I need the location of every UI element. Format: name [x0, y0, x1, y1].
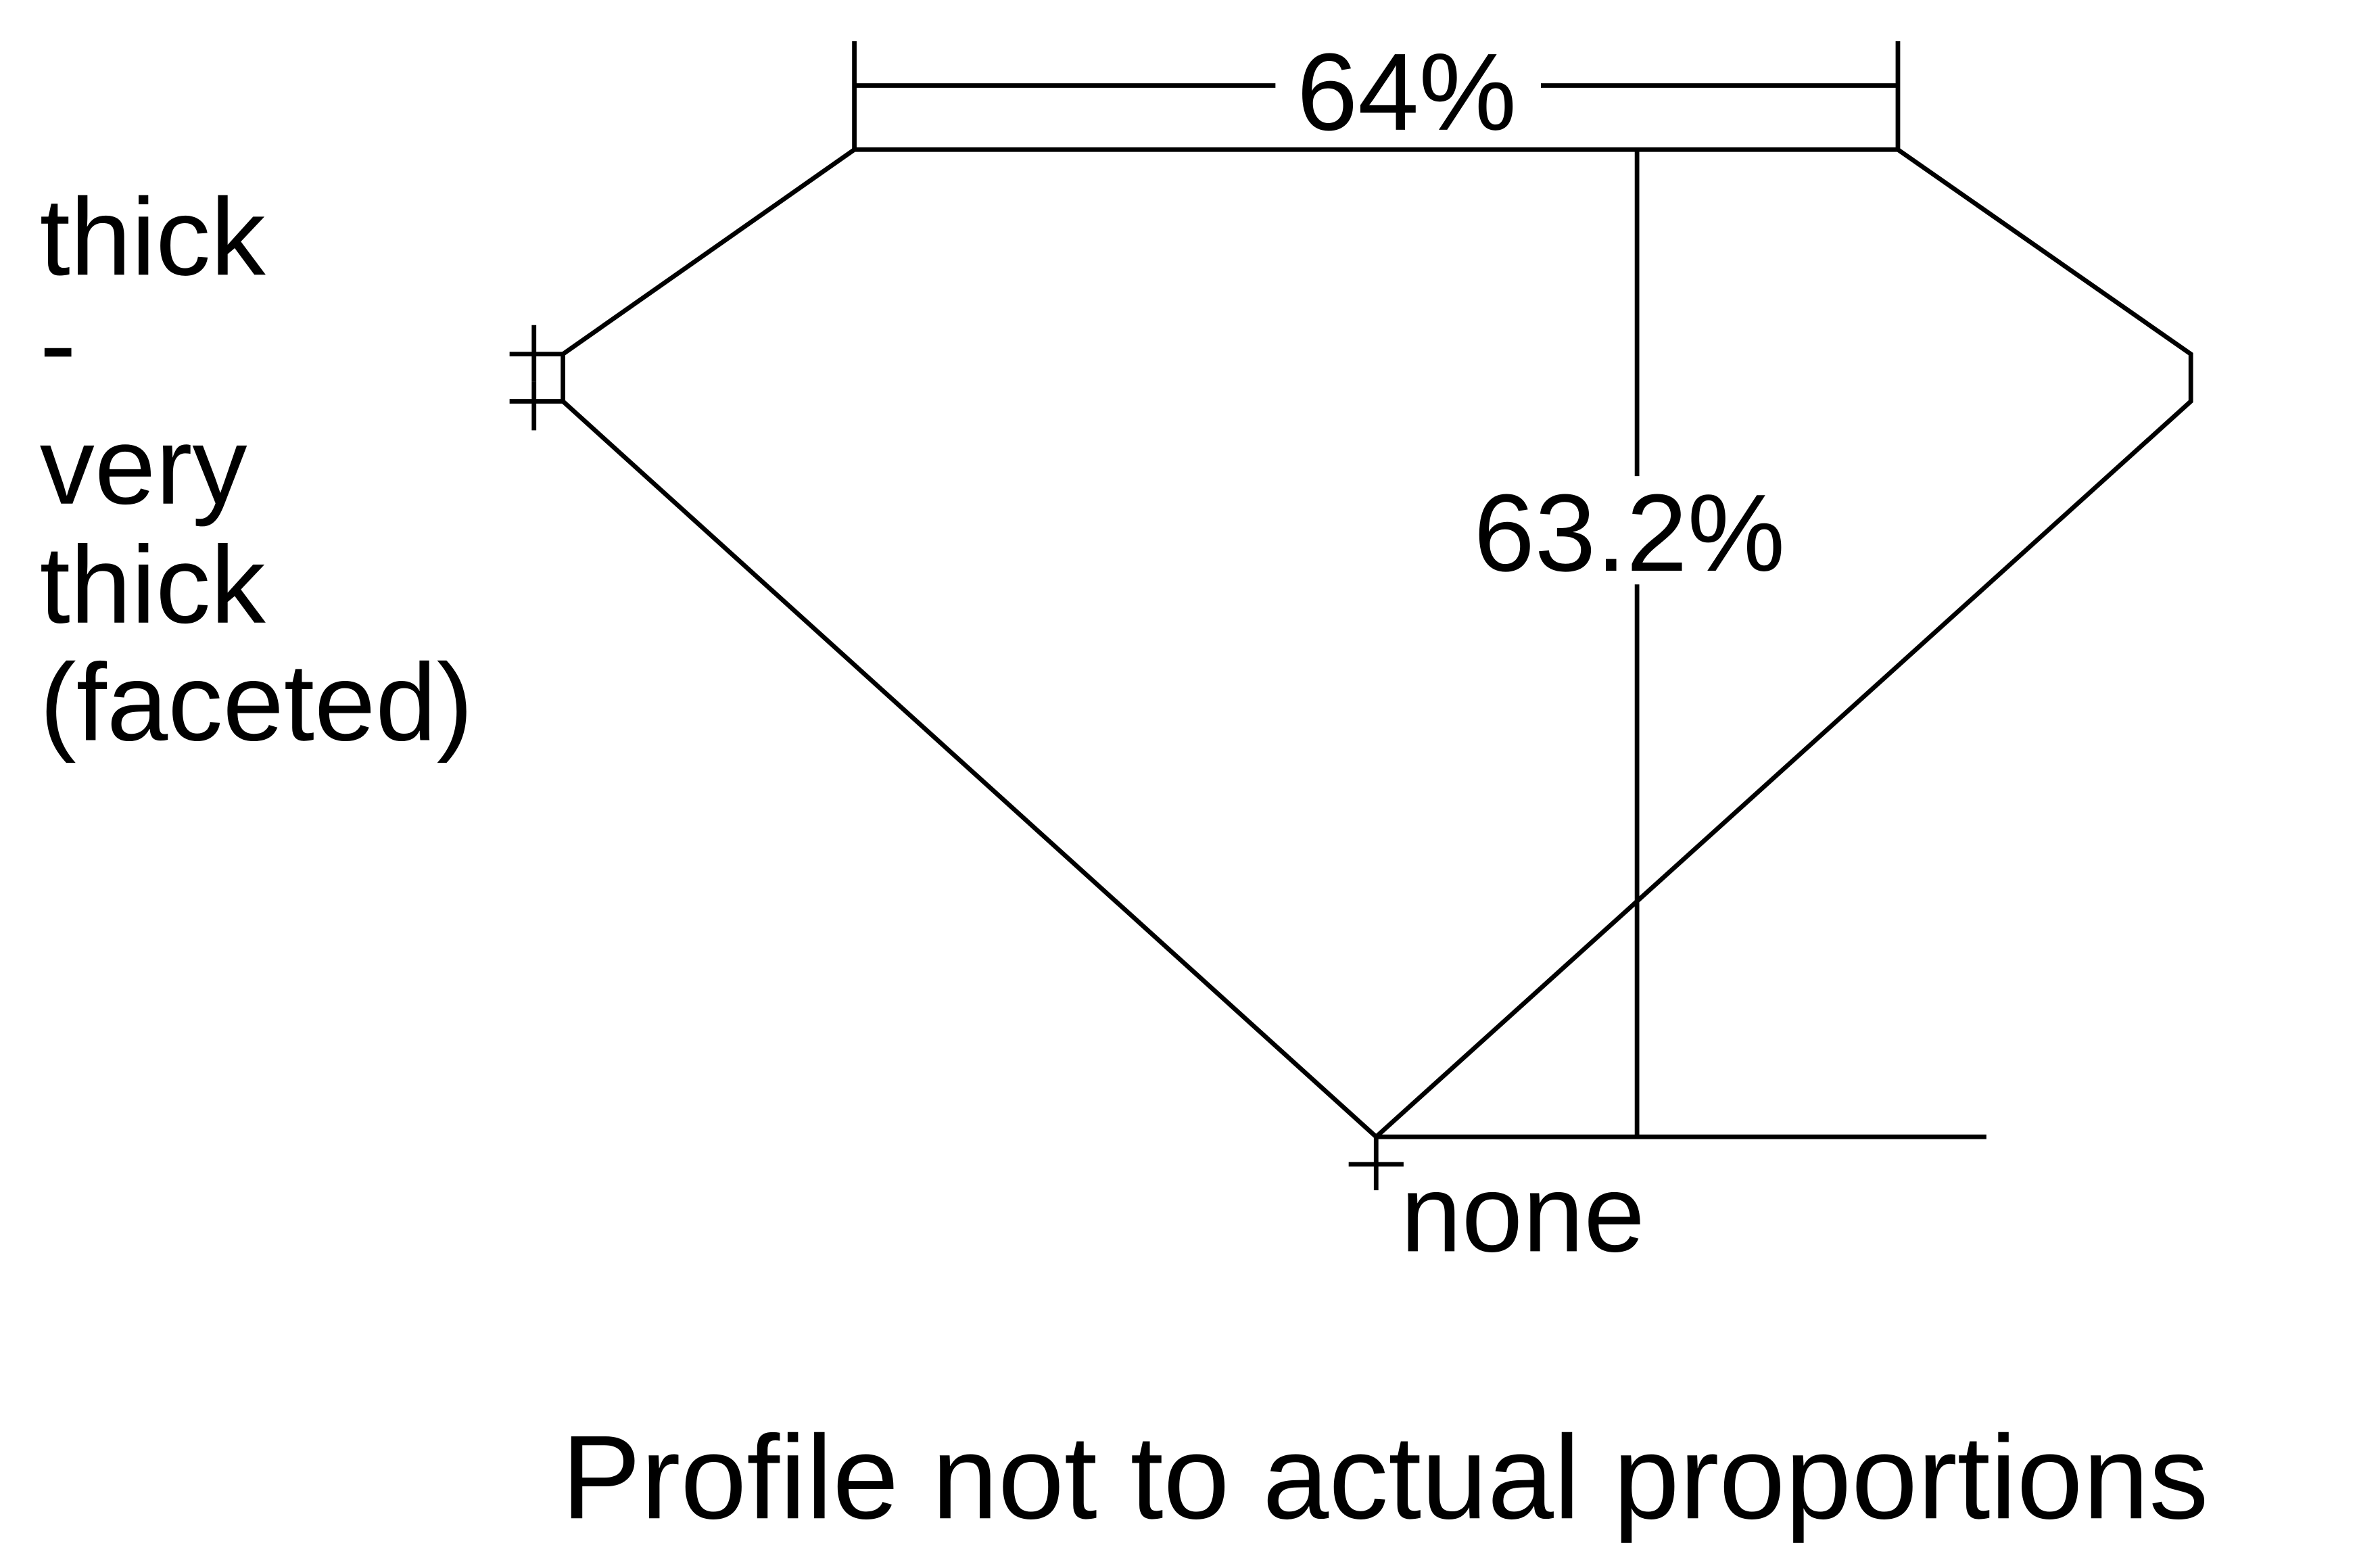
- girdle-label-line: (faceted): [40, 641, 473, 763]
- depth-percent-label: 63.2%: [1474, 472, 1786, 594]
- table-dimension: 64%: [852, 31, 1901, 154]
- girdle-label-line: very: [40, 405, 247, 527]
- culet-label: none: [1400, 1152, 1644, 1275]
- depth-dimension: 63.2%: [1376, 149, 1986, 1139]
- table-percent-label: 64%: [1297, 31, 1517, 154]
- girdle-label: thick - very thick (faceted): [40, 176, 473, 763]
- girdle-label-line: thick: [40, 176, 266, 298]
- profile-outline: [561, 147, 2193, 1140]
- girdle-markers: [509, 325, 563, 431]
- girdle-label-line: -: [40, 283, 76, 405]
- girdle-label-line: thick: [40, 524, 266, 646]
- footnote: Profile not to actual proportions: [561, 1411, 2208, 1544]
- diamond-outline: [561, 147, 2193, 1140]
- culet-marker: [1348, 1137, 1404, 1191]
